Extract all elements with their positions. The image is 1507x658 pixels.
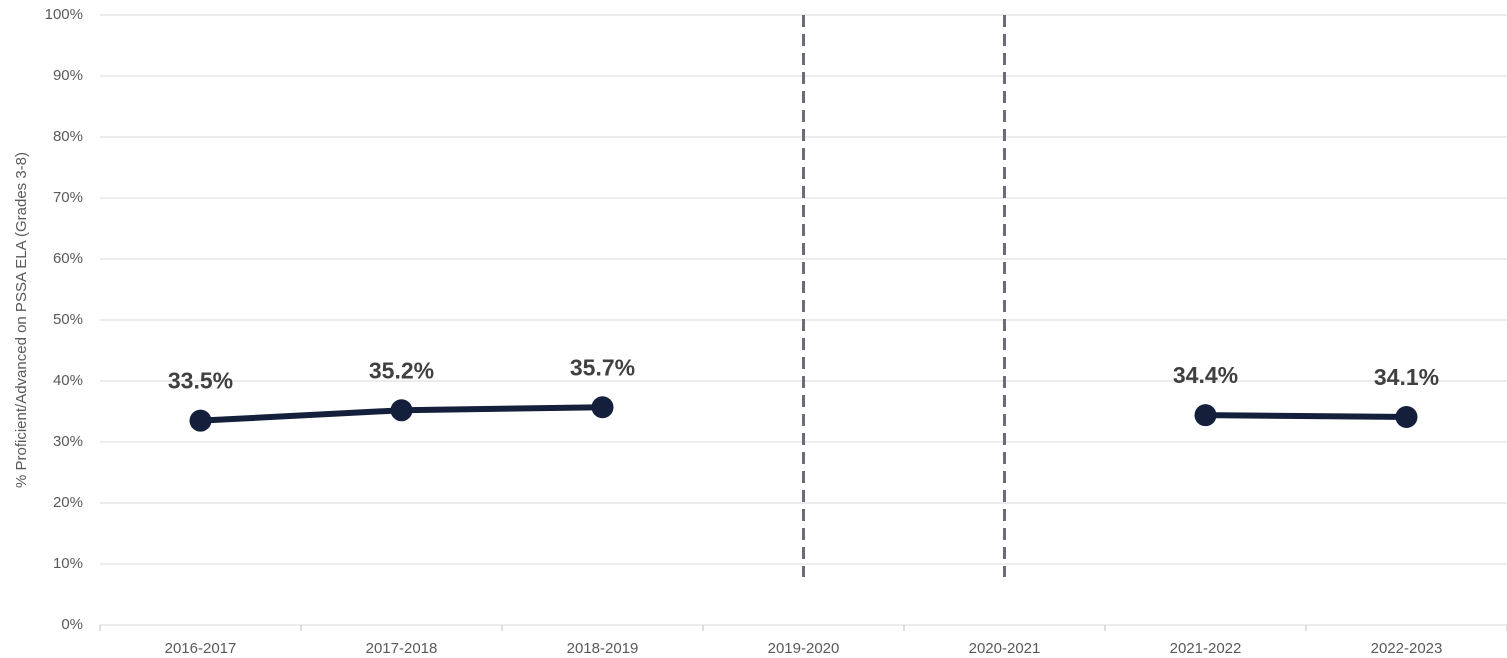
x-tick-label: 2022-2023 bbox=[1371, 640, 1443, 657]
point bbox=[591, 396, 614, 419]
data-label: 35.7% bbox=[570, 354, 635, 380]
y-tick-label: 10% bbox=[53, 555, 83, 572]
y-axis-label: % Proficient/Advanced on PSSA ELA (Grade… bbox=[13, 152, 30, 488]
y-tick-label: 70% bbox=[53, 189, 83, 206]
x-tick-label: 2017-2018 bbox=[366, 640, 438, 657]
y-tick-label: 100% bbox=[45, 6, 83, 23]
x-tick-label: 2019-2020 bbox=[768, 640, 840, 657]
x-tick-label: 2020-2021 bbox=[969, 640, 1041, 657]
x-tick-label: 2021-2022 bbox=[1170, 640, 1242, 657]
data-label: 34.4% bbox=[1173, 362, 1238, 388]
point bbox=[1395, 405, 1418, 428]
data-label: 35.2% bbox=[369, 357, 434, 383]
data-label: 34.1% bbox=[1374, 364, 1439, 390]
y-tick-label: 50% bbox=[53, 311, 83, 328]
y-tick-label: 20% bbox=[53, 494, 83, 511]
x-tick-label: 2018-2019 bbox=[567, 640, 639, 657]
y-tick-label: 40% bbox=[53, 372, 83, 389]
data-label: 33.5% bbox=[168, 368, 233, 394]
y-tick-label: 90% bbox=[53, 67, 83, 84]
y-tick-label: 80% bbox=[53, 128, 83, 145]
y-tick-label: 30% bbox=[53, 433, 83, 450]
point bbox=[1194, 404, 1217, 427]
y-tick-label: 0% bbox=[61, 616, 83, 633]
point bbox=[189, 409, 212, 432]
y-tick-label: 60% bbox=[53, 250, 83, 267]
point bbox=[390, 399, 413, 422]
x-tick-label: 2016-2017 bbox=[165, 640, 237, 657]
